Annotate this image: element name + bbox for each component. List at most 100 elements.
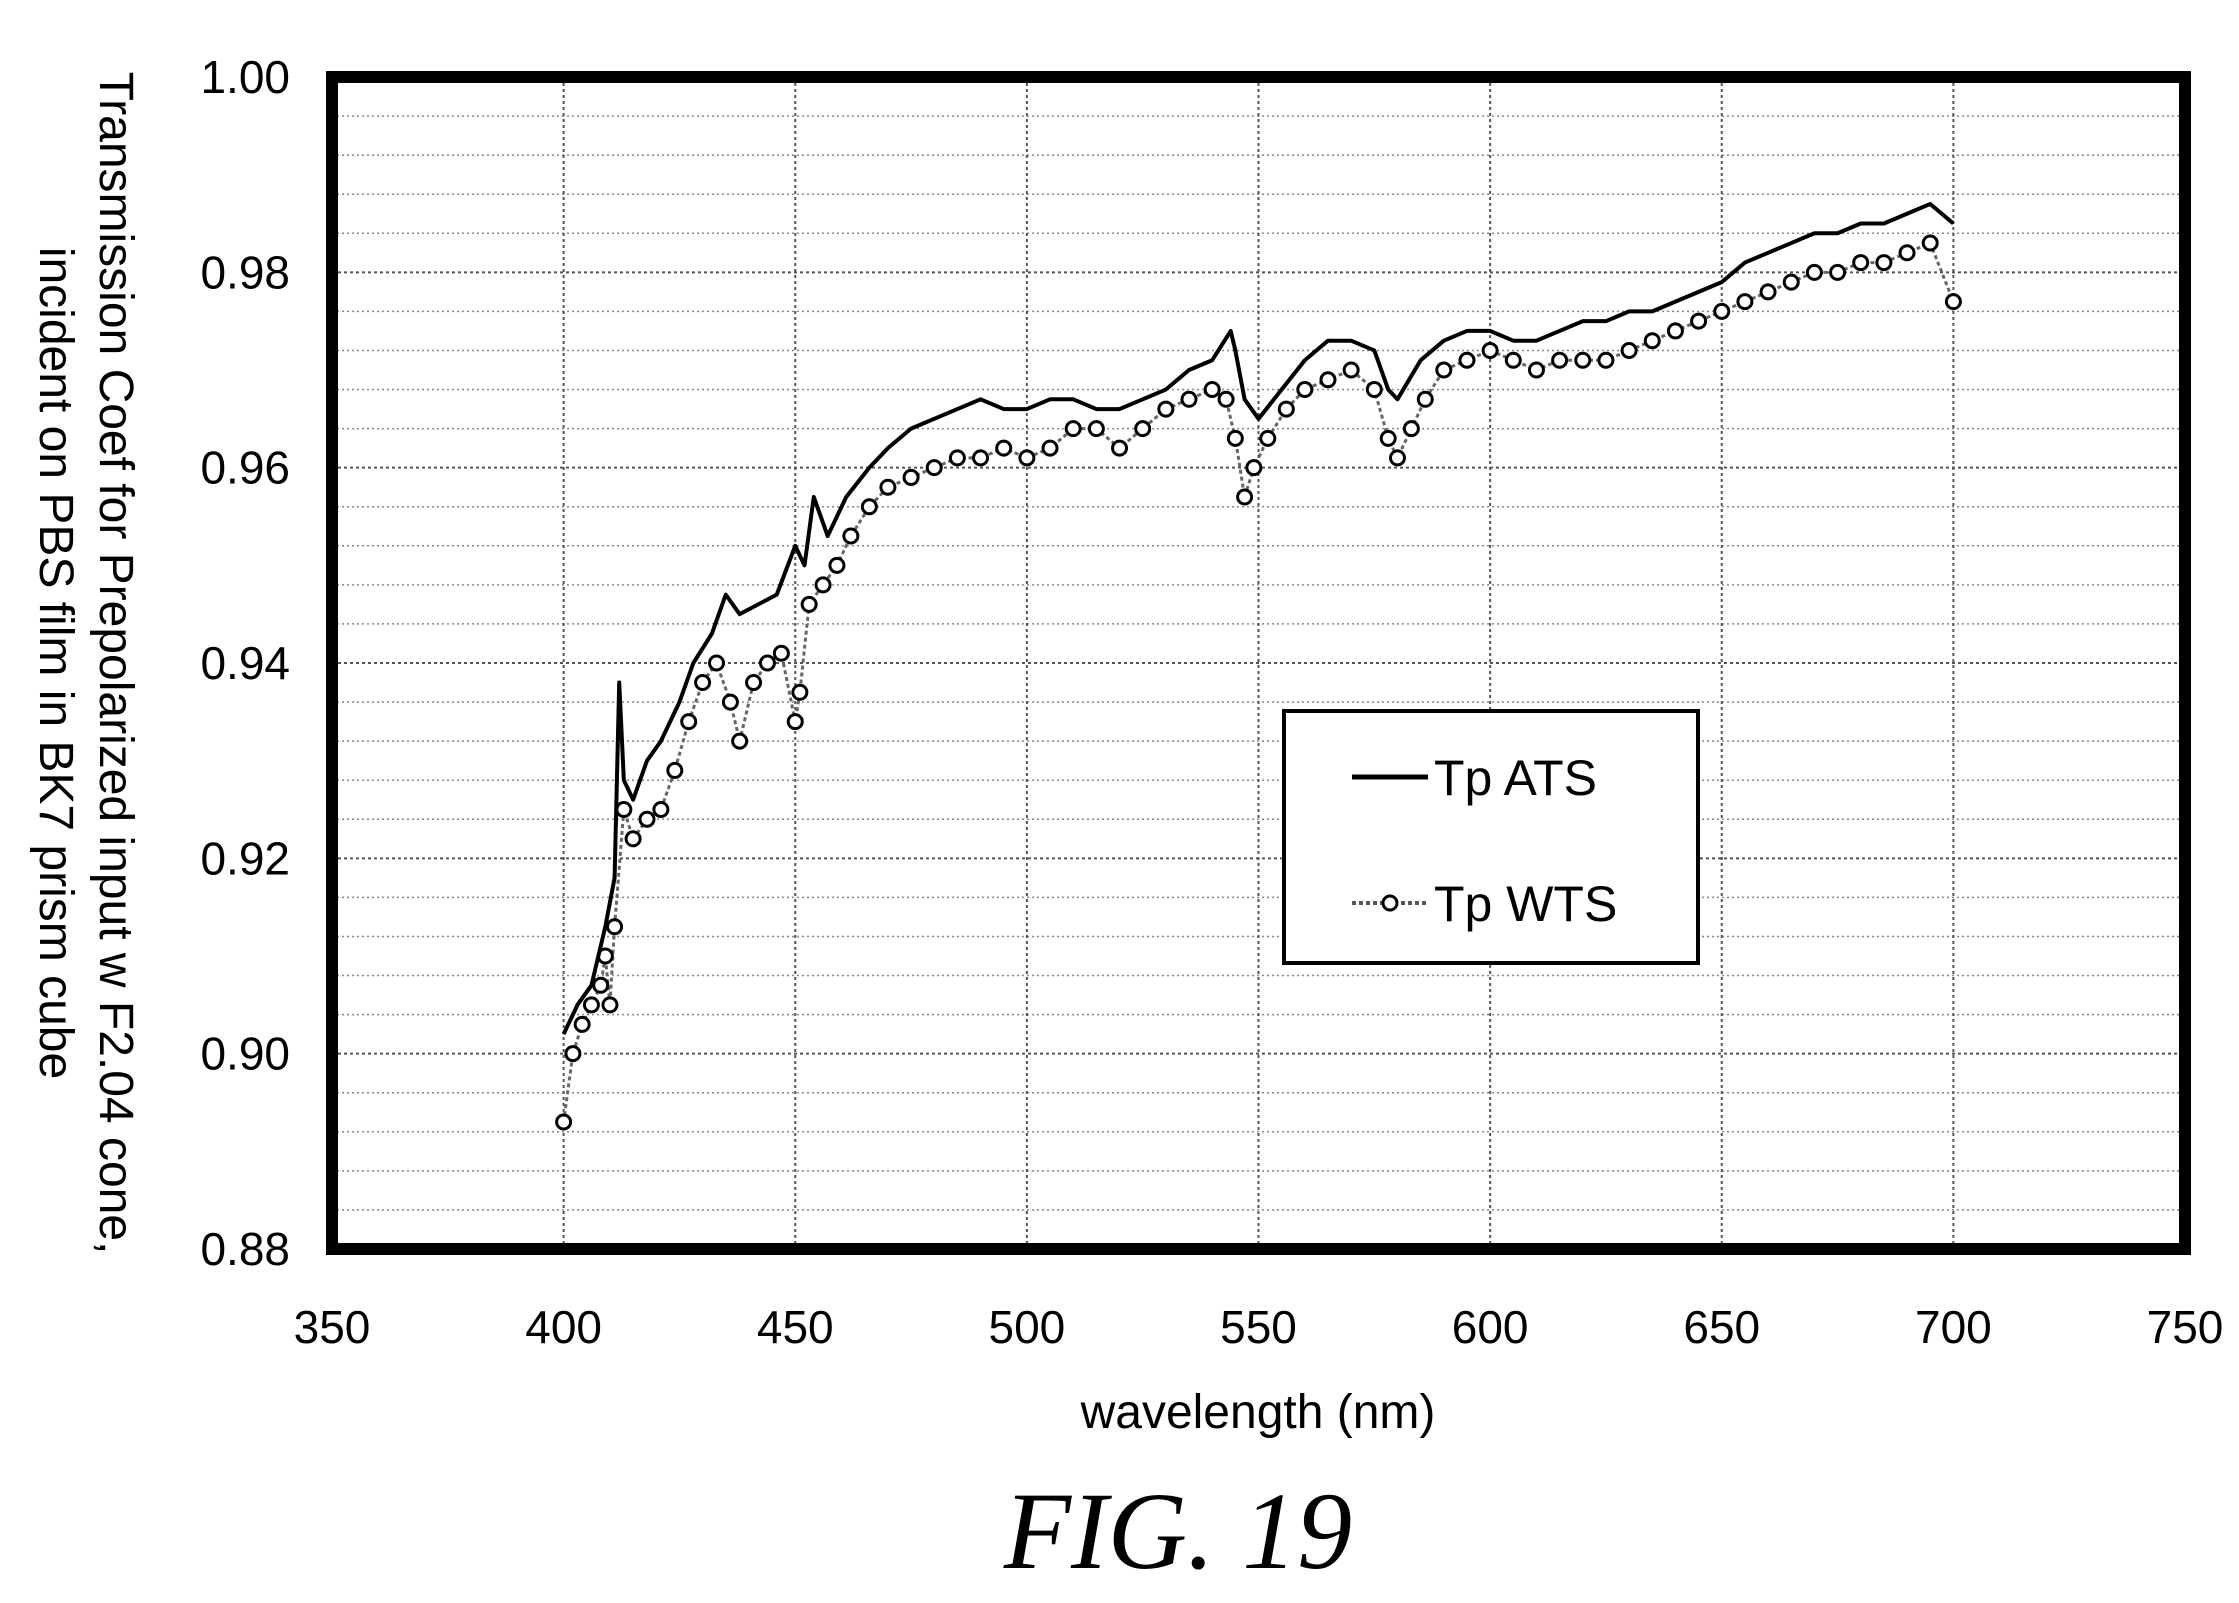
data-point-tp-wts	[1402, 420, 1420, 438]
data-point-tp-wts	[1921, 234, 1939, 252]
y-axis-title-line-1: Transmission Coef for Prepolarized input…	[89, 72, 142, 1255]
tick-label-layer: 350 400 450 500 550 600 650 700 750 0.88 0.90 0.92 0…	[200, 51, 2223, 1353]
data-point-tp-wts	[1481, 341, 1499, 359]
data-point-tp-wts	[573, 1015, 591, 1033]
legend: Tp ATS Tp WTS	[1282, 709, 1700, 965]
y-axis-title-line-2: incident on PBS film in BK7 prism cube	[29, 247, 82, 1079]
data-point-tp-wts	[601, 996, 619, 1014]
x-tick-label: 350	[294, 1301, 371, 1353]
data-point-tp-wts	[772, 644, 790, 662]
data-point-tp-wts	[680, 713, 698, 731]
legend-box	[1282, 709, 1700, 965]
x-tick-label: 700	[1915, 1301, 1992, 1353]
data-point-tp-wts	[902, 468, 920, 486]
data-point-tp-wts	[995, 439, 1013, 457]
y-tick-label: 0.94	[200, 637, 290, 689]
data-point-tp-wts	[1504, 351, 1522, 369]
data-point-tp-wts	[1805, 263, 1823, 281]
legend-label-tp-wts: Tp WTS	[1434, 876, 1617, 932]
data-point-tp-wts	[638, 810, 656, 828]
data-point-tp-wts	[652, 801, 670, 818]
data-point-tp-wts	[1458, 351, 1476, 369]
data-point-tp-wts	[1217, 390, 1235, 408]
data-point-tp-wts	[879, 478, 897, 496]
data-point-tp-wts	[1277, 400, 1295, 418]
data-point-tp-wts	[1134, 420, 1152, 438]
data-point-tp-wts	[925, 459, 943, 477]
data-point-tp-wts	[1064, 420, 1082, 438]
x-tick-label: 500	[989, 1301, 1066, 1353]
data-point-tp-wts	[707, 654, 725, 672]
data-point-tp-wts	[555, 1113, 573, 1131]
data-point-tp-wts	[791, 683, 809, 701]
figure-label: FIG. 19	[1003, 1470, 1352, 1592]
data-point-tp-wts	[972, 449, 990, 467]
data-point-tp-wts	[1829, 263, 1847, 281]
y-tick-label: 0.92	[200, 832, 290, 884]
data-point-tp-wts	[786, 713, 804, 731]
data-point-tp-wts	[694, 674, 712, 692]
data-point-tp-wts	[1416, 390, 1434, 408]
data-point-tp-wts	[1551, 351, 1569, 369]
x-tick-label: 550	[1220, 1301, 1297, 1353]
data-point-tp-wts	[1018, 449, 1036, 467]
legend-label-tp-ats: Tp ATS	[1434, 750, 1597, 806]
data-point-tp-wts	[1620, 341, 1638, 359]
data-point-tp-wts	[1782, 273, 1800, 291]
data-point-tp-wts	[1087, 420, 1105, 438]
data-point-tp-wts	[1875, 254, 1893, 272]
data-point-tp-wts	[745, 674, 763, 692]
data-point-tp-wts	[1597, 351, 1615, 369]
data-point-tp-wts	[1643, 332, 1661, 350]
x-tick-label: 400	[525, 1301, 602, 1353]
data-point-tp-wts	[948, 449, 966, 467]
data-point-tp-wts	[606, 918, 624, 936]
data-point-tp-wts	[1245, 459, 1263, 477]
series-line-tp-ats	[561, 201, 1955, 1035]
data-point-tp-wts	[1180, 390, 1198, 408]
series-layer	[555, 201, 1962, 1131]
data-point-tp-wts	[1379, 429, 1397, 447]
data-point-tp-wts	[615, 801, 633, 818]
data-point-tp-wts	[1259, 429, 1277, 447]
data-point-tp-wts	[1111, 439, 1129, 457]
data-point-tp-wts	[1319, 371, 1337, 389]
y-tick-label: 0.88	[200, 1223, 290, 1275]
data-point-tp-wts	[1690, 312, 1708, 330]
data-point-tp-wts	[800, 595, 818, 613]
data-point-tp-wts	[592, 976, 610, 994]
data-point-tp-wts	[582, 996, 600, 1014]
data-point-tp-wts	[564, 1045, 582, 1063]
x-tick-label: 450	[757, 1301, 834, 1353]
data-point-tp-wts	[1759, 283, 1777, 301]
plot-frame	[326, 71, 2191, 1255]
data-point-tp-wts	[1666, 322, 1684, 340]
x-tick-label: 600	[1452, 1301, 1529, 1353]
data-point-tp-wts	[828, 556, 846, 574]
x-tick-label: 750	[2147, 1301, 2224, 1353]
data-point-tp-wts	[1388, 449, 1406, 467]
data-point-tp-wts	[1944, 293, 1962, 311]
y-tick-label: 0.96	[200, 442, 290, 494]
x-tick-label: 650	[1683, 1301, 1760, 1353]
data-point-tp-wts	[1226, 429, 1244, 447]
data-point-tp-wts	[1713, 302, 1731, 320]
data-point-tp-wts	[758, 654, 776, 672]
data-point-tp-wts	[624, 830, 642, 848]
data-point-tp-wts	[860, 498, 878, 516]
data-point-tp-wts	[1435, 361, 1453, 379]
data-point-tp-wts	[1527, 361, 1545, 379]
data-point-tp-wts	[1041, 439, 1059, 457]
data-point-tp-wts	[721, 693, 739, 711]
data-point-tp-wts	[1898, 244, 1916, 262]
data-point-tp-wts	[1203, 381, 1221, 399]
data-point-tp-wts	[1342, 361, 1360, 379]
data-point-tp-wts	[1236, 488, 1254, 506]
data-point-tp-wts	[1736, 293, 1754, 311]
data-point-tp-wts	[666, 761, 684, 779]
data-point-tp-wts	[1365, 381, 1383, 399]
data-point-tp-wts	[1574, 351, 1592, 369]
grid-layer	[332, 77, 2185, 1249]
data-point-tp-wts	[1296, 381, 1314, 399]
